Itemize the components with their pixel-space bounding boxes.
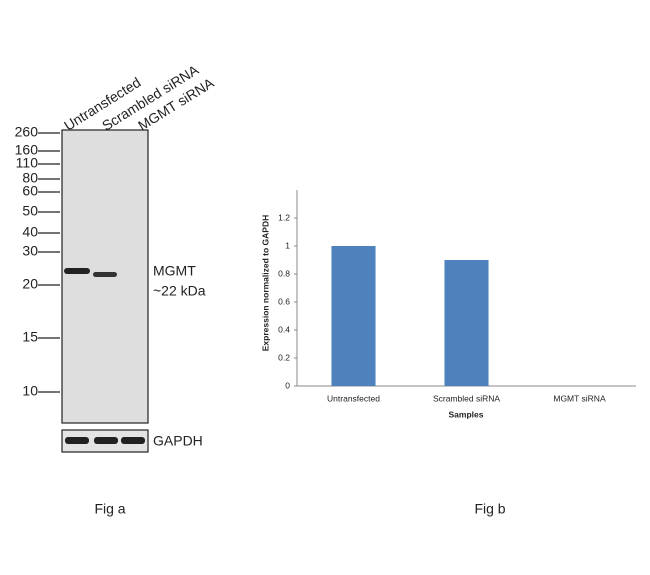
y-tick-label: 0.4 xyxy=(278,324,290,334)
y-tick-label: 1 xyxy=(285,240,290,250)
band xyxy=(64,268,90,274)
x-tick-label: Scrambled siRNA xyxy=(433,393,500,403)
marker-label: 40 xyxy=(22,224,38,240)
marker-label: 80 xyxy=(22,170,38,186)
y-tick-label: 0.8 xyxy=(278,268,290,278)
caption: Fig b xyxy=(474,501,505,517)
bar-chart: Expression normalized to GAPDH Samples F… xyxy=(260,190,636,517)
marker-label: 160 xyxy=(15,142,39,158)
bar xyxy=(331,246,376,386)
y-tick-label: 0.2 xyxy=(278,352,290,362)
x-tick-label: MGMT siRNA xyxy=(553,393,606,403)
y-tick-label: 0.6 xyxy=(278,296,290,306)
marker-label: 30 xyxy=(22,243,38,259)
marker-label: 60 xyxy=(22,183,38,199)
band-label: MGMT xyxy=(153,263,196,279)
caption: Fig a xyxy=(94,501,125,517)
western-blot: Untransfected Scrambled siRNA MGMT siRNA… xyxy=(15,61,217,516)
bar xyxy=(444,260,489,386)
marker-label: 20 xyxy=(22,276,38,292)
band xyxy=(94,437,118,444)
marker-label: 10 xyxy=(22,383,38,399)
marker-label: 50 xyxy=(22,203,38,219)
y-tick-label: 0 xyxy=(285,380,290,390)
band xyxy=(121,437,145,444)
band xyxy=(65,437,89,444)
band-size: ~22 kDa xyxy=(153,283,206,299)
y-tick-label: 1.2 xyxy=(278,212,290,222)
x-tick-label: Untransfected xyxy=(327,393,380,403)
x-axis-label: Samples xyxy=(449,409,484,419)
marker-label: 15 xyxy=(22,329,38,345)
control-label: GAPDH xyxy=(153,433,203,449)
blot-membrane xyxy=(61,129,149,424)
y-axis-label: Expression normalized to GAPDH xyxy=(260,215,270,352)
marker-label: 110 xyxy=(16,155,39,171)
marker-label: 260 xyxy=(15,124,39,140)
band xyxy=(93,272,117,277)
